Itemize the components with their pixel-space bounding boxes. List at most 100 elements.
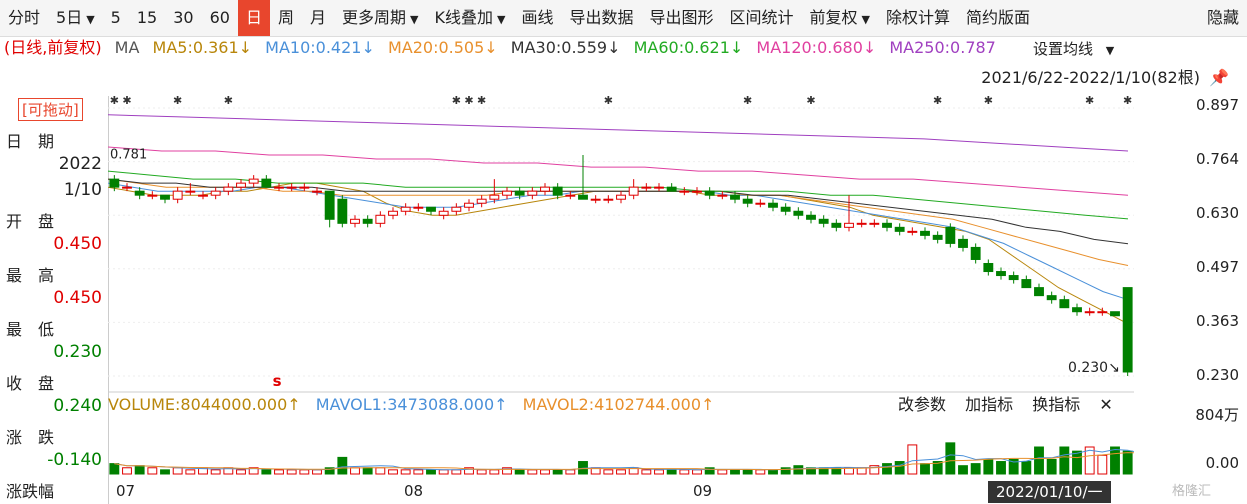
candle-body — [489, 194, 500, 200]
date-label: 日 期 — [6, 132, 55, 151]
volume-tick-label: 804万 — [1195, 406, 1239, 424]
high-label: 最 高 — [6, 266, 55, 285]
pin-icon[interactable]: 📌 — [1209, 68, 1229, 87]
volume-bar — [476, 469, 487, 475]
drag-handle[interactable]: [可拖动] — [18, 98, 83, 121]
toolbar-item-11[interactable]: 画线 — [513, 0, 561, 36]
volume-bar — [286, 469, 297, 475]
toolbar-item-17[interactable]: 简约版面 — [958, 0, 1038, 36]
volume-bar — [666, 469, 677, 475]
volume-bar — [122, 467, 132, 475]
volume-bar — [958, 465, 968, 475]
volume-bar — [654, 469, 664, 475]
close-value: 0.240 — [53, 396, 102, 416]
candle-body — [666, 186, 677, 192]
toolbar-item-label: 月 — [309, 8, 326, 27]
ma-settings-button[interactable]: 设置均线 ▼ — [1033, 38, 1114, 59]
candle-body — [236, 182, 246, 188]
toolbar-item-0[interactable]: 分时 — [0, 0, 48, 36]
candle-body — [210, 190, 221, 196]
toolbar-item-10[interactable]: K线叠加 ▼ — [426, 0, 513, 36]
event-marker: ✱ — [224, 96, 233, 107]
candle-body — [603, 198, 614, 201]
event-marker: ✱ — [452, 96, 461, 107]
ma60-value: MA60:0.621↓ — [633, 38, 744, 57]
event-marker: ✱ — [110, 96, 119, 107]
low-label: 最 低 — [6, 320, 55, 339]
candle-body — [755, 202, 766, 205]
high-annotation: 0.781 — [110, 148, 147, 163]
volume-bar — [312, 469, 322, 475]
chevron-down-icon: ▼ — [1105, 44, 1115, 57]
candle-body — [793, 210, 804, 216]
volume-bar — [248, 467, 259, 475]
candle-body — [679, 190, 690, 193]
switch-indicator-button[interactable]: 换指标 — [1032, 395, 1081, 414]
ma250-value: MA250:0.787 — [889, 38, 996, 57]
candle-body — [1084, 311, 1095, 314]
toolbar-item-7[interactable]: 周 — [270, 0, 302, 36]
edit-params-button[interactable]: 改参数 — [898, 395, 947, 414]
toolbar-item-6[interactable]: 日 — [237, 0, 270, 36]
candle-body — [590, 198, 601, 201]
toolbar-item-label: 简约版面 — [966, 8, 1031, 27]
toolbar-item-13[interactable]: 导出图形 — [641, 0, 721, 36]
candle-body — [692, 190, 702, 193]
volume-bar — [236, 469, 246, 475]
toolbar-item-4[interactable]: 30 — [165, 0, 201, 36]
toolbar-item-16[interactable]: 除权计算 — [878, 0, 958, 36]
toolbar-item-9[interactable]: 更多周期 ▼ — [334, 0, 426, 36]
candle-body — [1059, 299, 1070, 309]
volume-bar — [400, 469, 411, 475]
volume-bar — [299, 469, 310, 475]
volume-bar — [134, 465, 145, 475]
add-indicator-button[interactable]: 加指标 — [965, 395, 1014, 414]
open-value: 0.450 — [53, 234, 102, 254]
toolbar-item-15[interactable]: 前复权 ▼ — [802, 0, 878, 36]
volume-bar — [109, 463, 120, 475]
toolbar-item-label: 导出图形 — [649, 8, 714, 27]
price-axis: 0.897 0.764 0.630 0.497 0.363 0.230 804万 0.00 — [1134, 96, 1247, 504]
volume-bar — [1046, 458, 1057, 475]
volume-bar — [1034, 446, 1044, 475]
toolbar-item-8[interactable]: 月 — [302, 0, 334, 36]
mavol1-value: MAVOL1:3473088.000↑ — [315, 395, 508, 414]
volume-bar — [616, 469, 626, 475]
volume-bar — [489, 469, 500, 475]
candle-body — [362, 218, 373, 224]
volume-bar — [1059, 446, 1070, 475]
candle-body — [147, 194, 158, 197]
toolbar-item-5[interactable]: 60 — [202, 0, 238, 36]
volume-bar — [1097, 454, 1108, 475]
candle-body — [818, 218, 829, 224]
candle-body — [109, 178, 120, 188]
pct-label: 涨跌幅 — [6, 482, 55, 501]
ma5-value: MA5:0.361↓ — [152, 38, 253, 57]
watermark-logo: 格隆汇 — [1172, 484, 1212, 499]
candle-body — [780, 206, 791, 212]
close-icon[interactable]: ✕ — [1099, 395, 1113, 414]
hide-button[interactable]: 隐藏 — [1206, 8, 1239, 27]
volume-tick-label: 0.00 — [1205, 454, 1239, 472]
candle-body — [1034, 287, 1044, 297]
candle-body — [299, 186, 310, 189]
chevron-down-icon: ▼ — [496, 13, 506, 26]
x-label-07: 07 — [116, 482, 136, 500]
candle-body — [1097, 311, 1108, 314]
ma120-value: MA120:0.680↓ — [756, 38, 877, 57]
volume-bar — [793, 465, 804, 475]
toolbar-item-2[interactable]: 5 — [103, 0, 129, 36]
toolbar-item-12[interactable]: 导出数据 — [561, 0, 641, 36]
candle-body — [540, 186, 550, 192]
toolbar-item-1[interactable]: 5日 ▼ — [48, 0, 103, 36]
toolbar-item-14[interactable]: 区间统计 — [721, 0, 801, 36]
volume-bar — [641, 469, 652, 475]
toolbar-item-3[interactable]: 15 — [129, 0, 165, 36]
ma10-line — [108, 182, 1129, 301]
ma-label: MA — [114, 38, 140, 57]
candle-body — [932, 234, 943, 240]
volume-bar — [970, 463, 981, 475]
volume-bar — [160, 469, 170, 475]
candle-body — [654, 186, 664, 189]
